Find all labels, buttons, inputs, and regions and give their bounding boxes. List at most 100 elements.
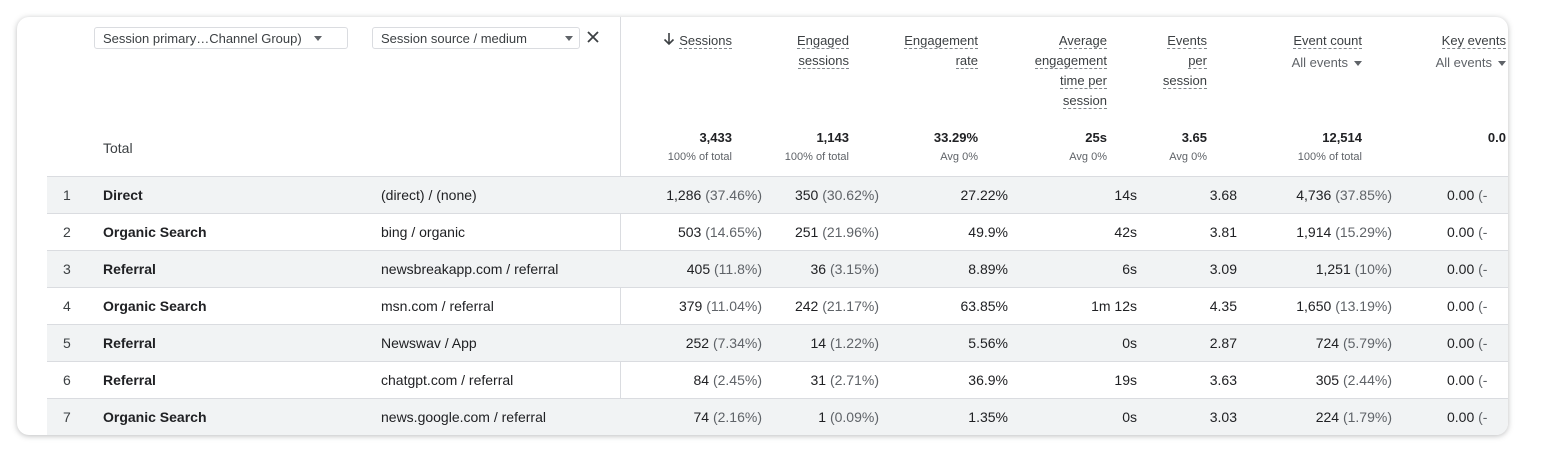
events-value: 1,650 [1296,298,1332,314]
event-count-filter[interactable]: All events [1292,53,1362,73]
channel-group-cell: Direct [103,187,143,203]
events-value: 1,251 [1315,261,1351,277]
channel-group-cell: Referral [103,261,156,277]
header-line: Event count [1293,33,1362,49]
header-avg-engagement-time[interactable]: Average engagement time per session [1034,31,1107,111]
header-events-per-session[interactable]: Events per session [1162,31,1207,91]
avg_time-cell: 42s [1114,224,1137,240]
engaged-cell: 36 (3.15%) [811,261,880,277]
primary-dimension-select[interactable]: Session primary…Channel Group) [94,27,348,49]
table-row[interactable]: 7 Organic Search news.google.com / referra… [47,398,1508,435]
table-row[interactable]: 1 Direct (direct) / (none) 1,286 (37.46%) 35… [47,176,1508,214]
rate-value: 49.9% [968,224,1008,240]
eps-value: 3.68 [1209,187,1237,203]
table-row[interactable]: 2 Organic Search bing / organic 503 (14.65%… [47,213,1508,251]
rate-cell: 5.56% [968,335,1008,351]
channel-group-cell: Organic Search [103,409,207,425]
caret-down-icon [1354,60,1362,66]
header-key-events[interactable]: Key events All events [1436,31,1506,73]
header-line: Events [1167,33,1207,49]
engaged-value: 251 [794,224,819,240]
rate-cell: 1.35% [968,409,1008,425]
avg_time-cell: 0s [1122,335,1137,351]
rate-value: 5.56% [968,335,1008,351]
sessions-value: 84 [693,372,710,388]
events-value: 4,736 [1296,187,1332,203]
header-engagement-rate[interactable]: Engagement rate [904,31,978,71]
events-value: 224 [1315,409,1340,425]
total-value: 3.65 [1181,130,1207,145]
table-row[interactable]: 5 Referral Newswav / App 252 (7.34%) 14 (1.2… [47,324,1508,362]
secondary-dimension-select[interactable]: Session source / medium [372,27,580,49]
total-avg-time: 25s Avg 0% [1069,130,1107,163]
sessions-percent: (7.34%) [712,335,762,351]
events-cell: 724 (5.79%) [1316,335,1392,351]
table-row[interactable]: 3 Referral newsbreakapp.com / referral 405 … [47,250,1508,288]
header-line: rate [955,53,978,69]
avg_time-cell: 14s [1114,187,1137,203]
eps-cell: 3.63 [1210,372,1237,388]
total-label: Total [103,140,133,156]
total-value: 1,143 [816,130,849,145]
key-events-value: 0.00 [1447,372,1475,388]
sessions-cell: 503 (14.65%) [678,224,762,240]
total-sub: 100% of total [667,151,732,163]
sessions-cell: 252 (7.34%) [686,335,762,351]
source-medium-cell: bing / organic [381,224,466,240]
row-index: 5 [63,335,71,351]
sessions-value: 503 [677,224,702,240]
engaged-percent: (30.62%) [822,187,879,203]
table-row[interactable]: 4 Organic Search msn.com / referral 379 (11… [47,287,1508,325]
close-icon[interactable] [585,29,601,45]
row-index: 1 [63,187,71,203]
event-count-filter-label: All events [1291,55,1348,70]
events-value: 1,914 [1296,224,1332,240]
total-value: 0.0 [1487,130,1506,145]
arrow-down-icon [664,33,675,46]
total-value: 3,433 [699,130,732,145]
header-sessions[interactable]: Sessions [663,31,732,51]
sessions-cell: 84 (2.45%) [694,372,763,388]
sessions-value: 379 [678,298,703,314]
source-medium-cell: Newswav / App [381,335,477,351]
avg_time-value: 1m 12s [1091,298,1137,314]
avg_time-cell: 19s [1114,372,1137,388]
events-percent: (2.44%) [1342,372,1392,388]
key-events-filter[interactable]: All events [1436,53,1506,73]
rate-value: 1.35% [968,409,1008,425]
total-sub: Avg 0% [1169,151,1207,163]
row-index: 7 [63,409,71,425]
report-table-card: Session primary…Channel Group) Session s… [17,17,1508,435]
table-row[interactable]: 6 Referral chatgpt.com / referral 84 (2.45%… [47,361,1508,399]
header-line: session [1162,73,1207,89]
sessions-cell: 379 (11.04%) [679,298,762,314]
key-events-value: 0.00 [1447,298,1475,314]
events-percent: (5.79%) [1342,335,1392,351]
key-events-percent: (- [1478,409,1488,425]
engaged-percent: (0.09%) [829,409,879,425]
events-percent: (10%) [1354,261,1392,277]
key-events-cell: 0.00 (- [1447,409,1487,425]
header-line: engagement [1034,53,1107,69]
events-percent: (13.19%) [1335,298,1392,314]
rate-cell: 8.89% [968,261,1008,277]
avg_time-cell: 1m 12s [1091,298,1137,314]
key-events-cell: 0.00 (- [1447,261,1487,277]
total-sub: 100% of total [1297,151,1362,163]
header-engaged-sessions[interactable]: Engaged sessions [796,31,849,71]
header-event-count[interactable]: Event count All events [1292,31,1362,73]
sessions-cell: 405 (11.8%) [687,261,762,277]
avg_time-cell: 6s [1122,261,1137,277]
total-sessions: 3,433 100% of total [668,130,732,163]
channel-group-cell: Referral [103,335,156,351]
key-events-percent: (- [1478,372,1488,388]
eps-cell: 4.35 [1210,298,1237,314]
engaged-percent: (3.15%) [829,261,879,277]
eps-value: 3.03 [1209,409,1237,425]
sessions-percent: (2.45%) [712,372,762,388]
channel-group-cell: Organic Search [103,298,207,314]
eps-cell: 3.09 [1210,261,1237,277]
avg_time-value: 6s [1122,261,1137,277]
eps-cell: 3.81 [1210,224,1237,240]
events-cell: 305 (2.44%) [1316,372,1392,388]
